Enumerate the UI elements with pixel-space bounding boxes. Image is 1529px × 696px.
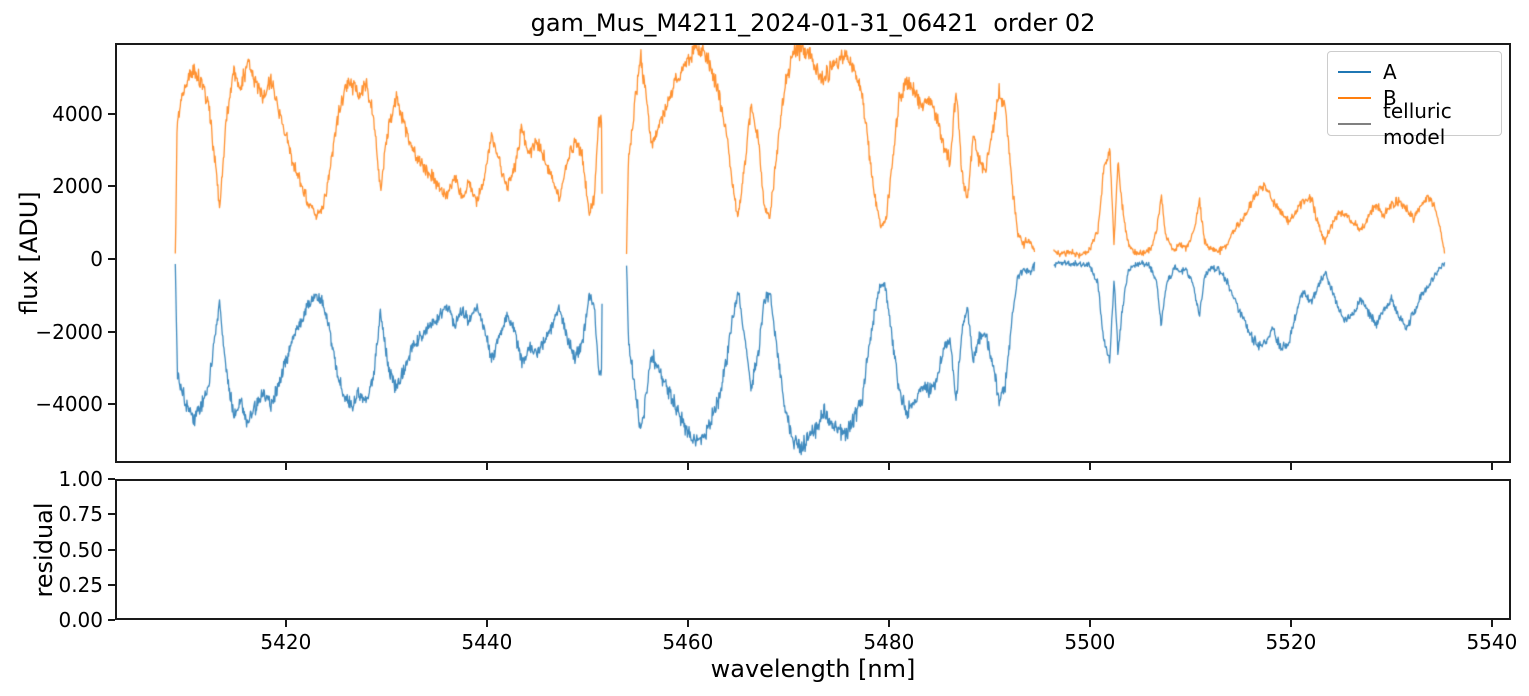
x-tick-mark <box>1088 620 1091 627</box>
x-tick-mark <box>686 463 689 470</box>
x-tick-mark <box>284 463 287 470</box>
series-b-line-swatch <box>1338 96 1371 100</box>
y-tick-label: 4000 <box>52 101 103 126</box>
y-tick-mark <box>108 185 115 188</box>
y-tick-label: 0.50 <box>58 537 103 562</box>
x-tick-mark <box>485 463 488 470</box>
x-tick-mark <box>887 463 890 470</box>
telluric-model-line-swatch <box>1338 122 1371 126</box>
y-tick-mark <box>108 548 115 551</box>
legend-entry-telluric: telluric model <box>1338 99 1491 149</box>
x-tick-mark <box>1088 463 1091 470</box>
legend-entry-a: A <box>1338 59 1491 85</box>
legend-label-a: A <box>1383 60 1397 84</box>
x-tick-label: 5420 <box>260 630 312 654</box>
x-tick-label: 5540 <box>1466 630 1518 654</box>
y-tick-mark <box>108 583 115 586</box>
x-tick-label: 5440 <box>461 630 513 654</box>
chart-title: gam_Mus_M4211_2024-01-31_06421 order 02 <box>530 9 1096 37</box>
y-tick-mark <box>108 403 115 406</box>
x-tick-mark <box>1490 463 1493 470</box>
flux-panel-frame <box>115 43 1511 463</box>
x-tick-label: 5520 <box>1265 630 1317 654</box>
residual-panel-frame <box>115 479 1511 620</box>
legend: A B telluric model <box>1327 51 1502 149</box>
legend-entry-b: B <box>1338 85 1491 111</box>
x-tick-mark <box>1289 620 1292 627</box>
y-tick-mark <box>108 513 115 516</box>
x-tick-label: 5500 <box>1064 630 1116 654</box>
x-tick-mark <box>686 620 689 627</box>
y-tick-mark <box>108 478 115 480</box>
spectrum-canvas <box>115 43 1511 463</box>
series-a-line-swatch <box>1338 70 1371 74</box>
legend-label-telluric: telluric model <box>1383 99 1452 149</box>
y-tick-mark <box>108 257 115 260</box>
y-tick-label: −2000 <box>35 319 103 344</box>
y-tick-mark <box>108 112 115 115</box>
wavelength-axis-label: wavelength [nm] <box>710 655 916 683</box>
x-tick-mark <box>485 620 488 627</box>
y-tick-mark <box>108 330 115 333</box>
y-tick-label: 2000 <box>52 174 103 199</box>
x-tick-mark <box>284 620 287 627</box>
x-tick-label: 5480 <box>863 630 915 654</box>
x-tick-mark <box>1490 620 1493 627</box>
legend-label-b: B <box>1383 86 1397 110</box>
x-tick-mark <box>887 620 890 627</box>
x-tick-mark <box>1289 463 1292 470</box>
y-tick-label: 0 <box>90 246 103 271</box>
y-tick-label: 0.00 <box>58 608 103 632</box>
y-tick-label: 0.25 <box>58 572 103 597</box>
y-tick-label: −4000 <box>35 392 103 417</box>
y-tick-label: 1.00 <box>58 467 103 491</box>
y-tick-label: 0.75 <box>58 502 103 527</box>
x-tick-label: 5460 <box>662 630 714 654</box>
y-tick-mark <box>108 619 115 621</box>
